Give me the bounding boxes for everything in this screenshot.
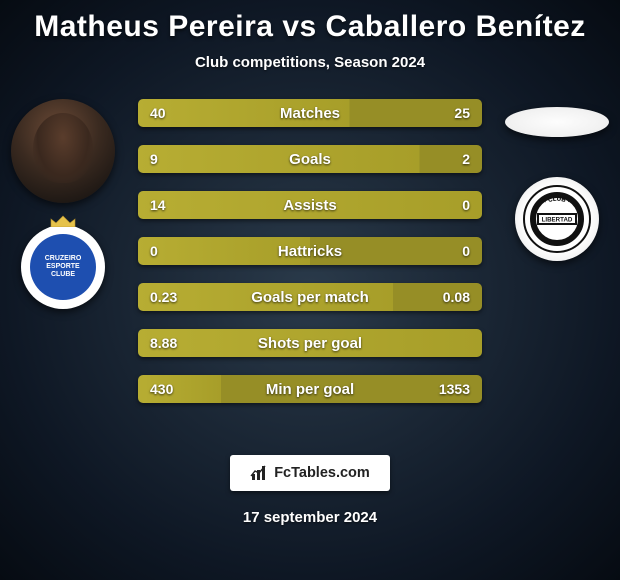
stat-value-right: 0	[462, 243, 470, 259]
stat-value-right: 0.08	[443, 289, 470, 305]
stat-bar: 8.88 Shots per goal	[138, 329, 482, 357]
player-left-photo	[11, 99, 115, 203]
page-title: Matheus Pereira vs Caballero Benítez	[0, 0, 620, 44]
stat-value-left: 9	[150, 151, 158, 167]
stat-value-left: 40	[150, 105, 166, 121]
stat-bar: 14 Assists 0	[138, 191, 482, 219]
club-badge-left: CRUZEIRO ESPORTE CLUBE	[21, 225, 105, 309]
comparison-content: CRUZEIRO ESPORTE CLUBE LIBERTAD CLUB · C…	[0, 99, 620, 429]
stat-bar: 40 Matches 25	[138, 99, 482, 127]
stat-label: Shots per goal	[258, 335, 362, 352]
stat-label: Min per goal	[266, 381, 354, 398]
player-right-placeholder	[505, 107, 609, 137]
stat-value-left: 0	[150, 243, 158, 259]
stat-bar: 0.23 Goals per match 0.08	[138, 283, 482, 311]
stat-value-right: 0	[462, 197, 470, 213]
chart-icon	[250, 464, 268, 482]
page-subtitle: Club competitions, Season 2024	[0, 54, 620, 71]
stat-bars: 40Matches259Goals214Assists00Hattricks00…	[138, 99, 482, 403]
club-badge-right: LIBERTAD CLUB · CLUB ·	[515, 177, 599, 261]
right-column: LIBERTAD CLUB · CLUB ·	[502, 99, 612, 261]
footer-brand: FcTables.com	[230, 455, 390, 491]
stat-value-right: 25	[454, 105, 470, 121]
stat-value-left: 8.88	[150, 335, 177, 351]
stat-label: Assists	[283, 197, 336, 214]
left-column: CRUZEIRO ESPORTE CLUBE	[8, 99, 118, 309]
club-badge-left-text: CRUZEIRO ESPORTE CLUBE	[30, 255, 96, 278]
stat-bar: 9 Goals 2	[138, 145, 482, 173]
stat-label: Matches	[280, 105, 340, 122]
stat-bar: 430 Min per goal 1353	[138, 375, 482, 403]
svg-text:LIBERTAD: LIBERTAD	[542, 217, 573, 224]
stat-label: Goals	[289, 151, 331, 168]
stat-value-left: 14	[150, 197, 166, 213]
club-badge-left-inner: CRUZEIRO ESPORTE CLUBE	[30, 234, 96, 300]
stat-value-left: 0.23	[150, 289, 177, 305]
crown-icon	[49, 215, 77, 227]
stat-label: Goals per match	[251, 289, 369, 306]
stat-value-right: 1353	[439, 381, 470, 397]
footer-date: 17 september 2024	[0, 509, 620, 526]
stat-bar: 0 Hattricks 0	[138, 237, 482, 265]
club-badge-right-svg: LIBERTAD CLUB · CLUB ·	[522, 184, 592, 254]
footer-brand-text: FcTables.com	[274, 465, 370, 481]
stat-value-left: 430	[150, 381, 173, 397]
stat-label: Hattricks	[278, 243, 342, 260]
stat-value-right: 2	[462, 151, 470, 167]
